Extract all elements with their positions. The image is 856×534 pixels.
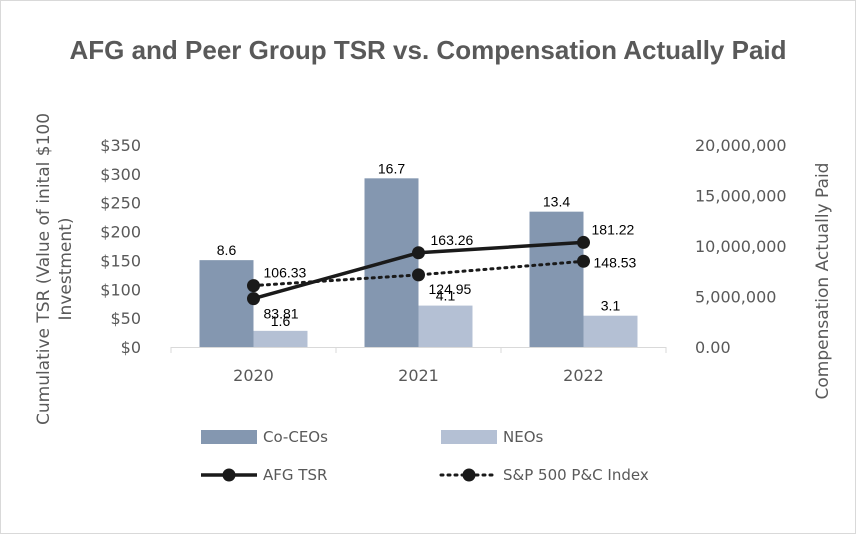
left-axis-title: Cumulative TSR (Value of inital $100 Inv… [34,113,76,425]
right-tick-label: 0.00 [695,338,731,357]
neos-bar-2020 [253,330,308,347]
right-axis-title: Compensation Actually Paid [813,163,833,400]
sp500-pc-index-point-2022 [577,254,590,268]
right-tick-label: 10,000,000 [695,237,787,256]
sp500-pc-index-line [252,259,585,288]
neos-bar-2021 [418,305,473,347]
left-axis-title-line-2: Investment) [56,218,76,321]
sp500-pc-index-label: 124.95 [429,281,472,297]
left-tick-label: $100 [100,280,141,299]
sp500-pc-index-point-2021 [412,268,425,282]
x-axis [170,347,667,353]
bar-series [199,178,638,347]
legend-swatch-co-ceos [201,430,257,444]
sp500-pc-index-label: 106.33 [264,265,307,281]
afg-tsr-point-2022 [577,235,590,249]
left-tick-label: $350 [100,136,141,155]
afg-tsr-point-2020 [247,292,260,306]
left-tick-label: $200 [100,223,141,242]
co-ceos-bar-label: 8.6 [217,242,237,258]
left-axis-ticks: $0 $50 $100 $150 $200 $250 $300 $350 [100,136,141,357]
x-tick-label-2020: 2020 [233,366,274,385]
left-tick-label: $50 [110,309,141,328]
data-labels: 8.6 16.7 13.4 1.6 4.1 3.1 83.81 163.26 181.22 106… [217,160,637,329]
left-tick-label: $150 [100,251,141,270]
legend-label-afg-tsr: AFG TSR [263,466,327,484]
co-ceos-bar-2022 [529,211,584,347]
neos-bar-label: 4.1 [436,288,456,304]
afg-tsr-point-2021 [412,246,425,260]
sp500-pc-index-point-2020 [247,279,260,293]
co-ceos-bar-label: 13.4 [543,194,570,210]
chart-title: AFG and Peer Group TSR vs. Compensation … [69,35,786,65]
sp500-pc-index-label: 148.53 [594,254,637,270]
legend-label-co-ceos: Co-CEOs [263,428,328,446]
right-axis-ticks: 0.00 5,000,000 10,000,000 15,000,000 20,000,… [695,136,787,357]
afg-tsr-label: 181.22 [592,221,635,237]
legend-marker-afg-tsr [222,468,236,482]
right-tick-label: 20,000,000 [695,136,787,155]
legend-swatch-neos [441,430,497,444]
line-series [247,235,590,306]
legend: Co-CEOs NEOs AFG TSR S&P 500 P&C Index [201,428,649,484]
neos-bar-2022 [583,315,638,347]
legend-marker-s-p-500-p-c-index [462,468,476,482]
legend-label-s-p-500-p-c-index: S&P 500 P&C Index [503,466,649,484]
left-tick-label: $300 [100,165,141,184]
left-tick-label: $250 [100,194,141,213]
x-tick-label-2022: 2022 [563,366,604,385]
co-ceos-bar-label: 16.7 [378,160,405,176]
neos-bar-label: 1.6 [271,313,291,329]
x-axis-ticks: 2020 2021 2022 [233,366,604,385]
left-tick-label: $0 [121,338,141,357]
co-ceos-bar-2020 [199,260,254,347]
x-tick-label-2021: 2021 [398,366,439,385]
afg-tsr-label: 83.81 [264,306,299,322]
legend-label-neos: NEOs [503,428,544,446]
right-tick-label: 5,000,000 [695,288,776,307]
co-ceos-bar-2021 [364,178,419,347]
left-axis-title-line-1: Cumulative TSR (Value of inital $100 [34,113,54,425]
right-tick-label: 15,000,000 [695,187,787,206]
afg-tsr-label: 163.26 [431,232,474,248]
neos-bar-label: 3.1 [601,298,621,314]
